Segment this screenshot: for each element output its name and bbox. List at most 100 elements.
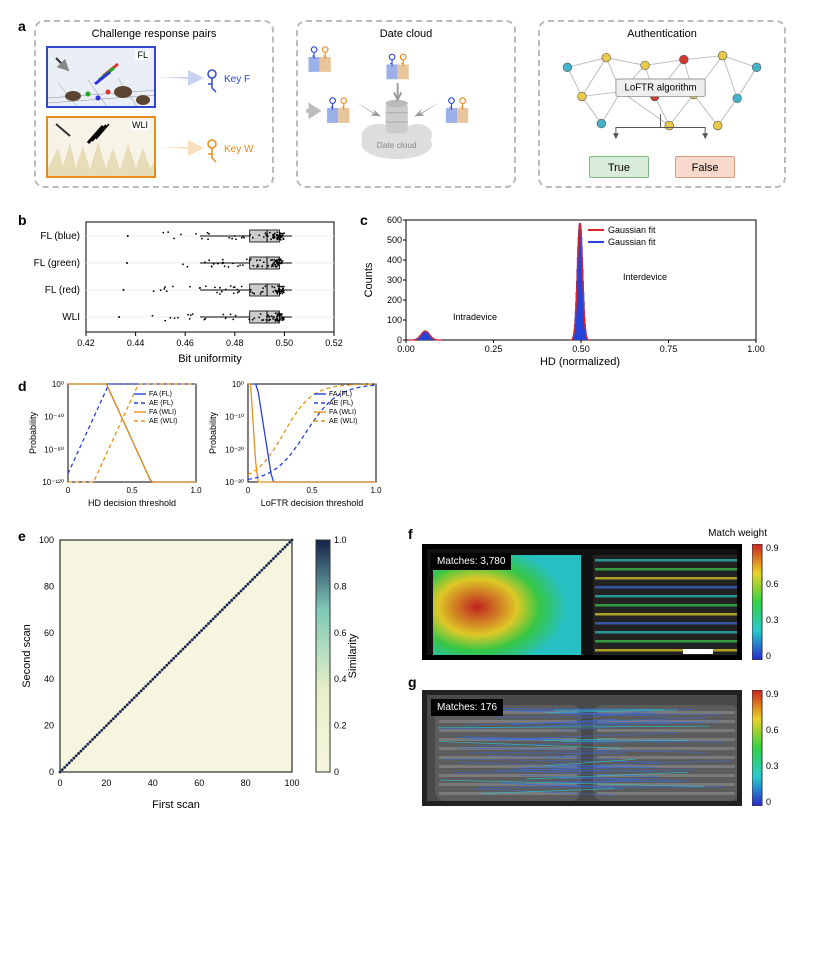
svg-text:WLI: WLI bbox=[62, 312, 80, 323]
svg-text:0.46: 0.46 bbox=[176, 338, 194, 348]
svg-text:10⁰: 10⁰ bbox=[52, 380, 64, 389]
panel-label-a: a bbox=[18, 18, 26, 34]
svg-text:0.6: 0.6 bbox=[766, 579, 779, 589]
svg-text:HD (normalized): HD (normalized) bbox=[540, 356, 620, 368]
auth-title: Authentication bbox=[548, 28, 776, 40]
svg-text:400: 400 bbox=[387, 255, 402, 265]
svg-text:80: 80 bbox=[241, 778, 251, 788]
svg-text:Probability: Probability bbox=[208, 411, 218, 454]
panel-a: a Challenge response pairs FL bbox=[16, 16, 797, 196]
svg-text:0: 0 bbox=[334, 767, 339, 777]
svg-text:Intradevice: Intradevice bbox=[453, 312, 497, 322]
wli-badge: WLI bbox=[130, 120, 150, 130]
svg-text:0: 0 bbox=[246, 486, 251, 495]
panel-b: b FL (blue)FL (green)FL (red)WLI 0.420.4… bbox=[16, 210, 346, 370]
true-box: True bbox=[589, 156, 649, 178]
match-weight-label: Match weight bbox=[708, 528, 767, 539]
svg-text:AE (WLI): AE (WLI) bbox=[149, 418, 177, 425]
svg-text:0.6: 0.6 bbox=[334, 628, 347, 638]
cloud-graphic: Date cloud bbox=[306, 44, 506, 174]
g-matches: Matches: 176 bbox=[431, 699, 503, 716]
key-f-label: Key F bbox=[224, 74, 250, 85]
f-colorbar: 0.9 0.6 0.3 0 bbox=[752, 544, 792, 660]
svg-text:Date cloud: Date cloud bbox=[377, 140, 417, 150]
svg-text:0.25: 0.25 bbox=[485, 344, 503, 354]
chart-e: 002020404060608080100100 First scan Seco… bbox=[16, 526, 396, 816]
svg-text:10⁻⁸⁰: 10⁻⁸⁰ bbox=[44, 445, 64, 454]
svg-text:0.9: 0.9 bbox=[766, 544, 779, 553]
svg-text:First scan: First scan bbox=[152, 799, 200, 811]
svg-text:FA (FL): FA (FL) bbox=[329, 391, 352, 398]
svg-text:100: 100 bbox=[39, 535, 54, 545]
svg-text:10⁰: 10⁰ bbox=[232, 380, 244, 389]
cloud-title: Date cloud bbox=[306, 28, 506, 40]
svg-text:40: 40 bbox=[148, 778, 158, 788]
svg-text:FA (WLI): FA (WLI) bbox=[149, 409, 176, 416]
svg-text:10⁻²⁰: 10⁻²⁰ bbox=[225, 445, 244, 454]
svg-text:0.2: 0.2 bbox=[334, 721, 347, 731]
network-graphic: LoFTR algorithm bbox=[548, 44, 776, 144]
svg-text:0.75: 0.75 bbox=[660, 344, 678, 354]
svg-text:Similarity: Similarity bbox=[347, 633, 359, 678]
svg-text:FL (red): FL (red) bbox=[45, 285, 80, 296]
svg-text:0.3: 0.3 bbox=[766, 761, 779, 771]
svg-text:Counts: Counts bbox=[363, 262, 375, 297]
svg-text:1.00: 1.00 bbox=[747, 344, 765, 354]
svg-text:1.0: 1.0 bbox=[190, 486, 202, 495]
svg-text:LoFTR decision threshold: LoFTR decision threshold bbox=[261, 498, 364, 508]
panel-f-image: Matches: 3,780 bbox=[422, 544, 742, 660]
svg-text:0: 0 bbox=[49, 767, 54, 777]
svg-text:0.4: 0.4 bbox=[334, 674, 347, 684]
svg-text:0.50: 0.50 bbox=[572, 344, 590, 354]
panel-fg: f Match weight Matches: 3,780 bbox=[408, 526, 797, 816]
svg-text:Second scan: Second scan bbox=[21, 624, 33, 688]
svg-text:0.48: 0.48 bbox=[226, 338, 244, 348]
svg-text:10⁻¹²⁰: 10⁻¹²⁰ bbox=[42, 478, 64, 487]
tf-row: True False bbox=[540, 156, 784, 178]
svg-text:Interdevice: Interdevice bbox=[623, 272, 667, 282]
svg-text:0.50: 0.50 bbox=[276, 338, 294, 348]
svg-text:1.0: 1.0 bbox=[334, 535, 347, 545]
svg-text:0.3: 0.3 bbox=[766, 615, 779, 625]
inset-wli: WLI bbox=[46, 116, 156, 178]
arrow-wli bbox=[160, 132, 220, 172]
panel-label-g: g bbox=[408, 674, 417, 690]
svg-text:100: 100 bbox=[387, 315, 402, 325]
svg-text:0: 0 bbox=[66, 486, 71, 495]
panel-label-d: d bbox=[18, 378, 27, 394]
crp-title: Challenge response pairs bbox=[44, 28, 264, 40]
chart-d-right: 10⁰10⁻¹⁰10⁻²⁰10⁻³⁰ 00.51.0 LoFTR decisio… bbox=[206, 376, 386, 512]
svg-text:0.42: 0.42 bbox=[77, 338, 95, 348]
svg-text:0: 0 bbox=[766, 797, 771, 806]
svg-text:10⁻⁴⁰: 10⁻⁴⁰ bbox=[44, 413, 64, 422]
svg-text:500: 500 bbox=[387, 235, 402, 245]
svg-text:80: 80 bbox=[44, 581, 54, 591]
chart-c: 0100200300400500600 0.000.250.500.751.00… bbox=[358, 210, 778, 370]
svg-text:Bit uniformity: Bit uniformity bbox=[178, 353, 242, 365]
panel-label-e: e bbox=[18, 528, 26, 544]
g-colorbar: 0.90.60.30 bbox=[752, 690, 792, 806]
svg-text:AE (FL): AE (FL) bbox=[329, 400, 353, 407]
svg-text:0: 0 bbox=[766, 651, 771, 660]
svg-text:20: 20 bbox=[101, 778, 111, 788]
svg-text:HD decision threshold: HD decision threshold bbox=[88, 498, 176, 508]
chart-b: FL (blue)FL (green)FL (red)WLI 0.420.440… bbox=[16, 210, 346, 370]
f-matches: Matches: 3,780 bbox=[431, 553, 511, 570]
svg-text:Gaussian fit: Gaussian fit bbox=[608, 225, 656, 235]
svg-text:FL (green): FL (green) bbox=[34, 258, 80, 269]
svg-text:AE (WLI): AE (WLI) bbox=[329, 418, 357, 425]
panel-g-image: Matches: 176 bbox=[422, 690, 742, 806]
svg-text:0.6: 0.6 bbox=[766, 725, 779, 735]
key-w-label: Key W bbox=[224, 144, 253, 155]
svg-text:Gaussian fit: Gaussian fit bbox=[608, 237, 656, 247]
svg-text:10⁻³⁰: 10⁻³⁰ bbox=[225, 478, 244, 487]
svg-text:60: 60 bbox=[194, 778, 204, 788]
svg-text:200: 200 bbox=[387, 295, 402, 305]
panel-label-b: b bbox=[18, 212, 27, 228]
inset-fl: FL bbox=[46, 46, 156, 108]
panel-label-f: f bbox=[408, 526, 413, 542]
svg-text:FA (WLI): FA (WLI) bbox=[329, 409, 356, 416]
chart-d-left: 10⁰10⁻⁴⁰10⁻⁸⁰10⁻¹²⁰ 00.51.0 HD decision … bbox=[26, 376, 206, 512]
box-cloud: Date cloud Date cloud bbox=[296, 20, 516, 188]
svg-text:100: 100 bbox=[284, 778, 299, 788]
